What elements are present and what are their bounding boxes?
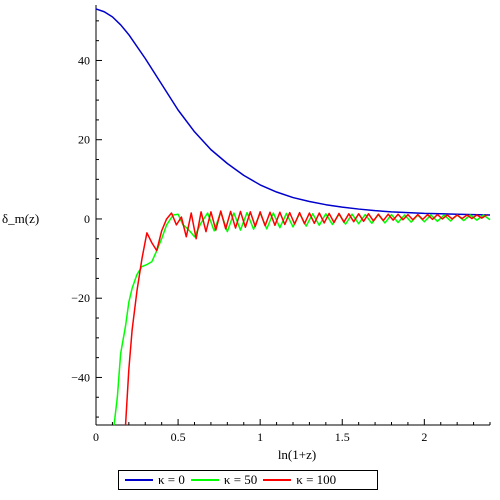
y-tick-label: −40 <box>71 370 90 384</box>
labels-layer: 0 0.5 1 1.5 2 40 20 0 −20 −40 ln(1+z) δ_m(z) <box>2 53 427 462</box>
y-tick-label: 0 <box>84 212 90 226</box>
y-tick-label: −20 <box>71 291 90 305</box>
y-tick-label: 20 <box>78 133 90 147</box>
legend-item-1: κ = 0 <box>125 472 185 488</box>
axes-layer <box>95 5 491 426</box>
x-tick-label: 1 <box>257 430 263 444</box>
legend-swatch <box>263 479 292 481</box>
series-layer <box>95 8 491 426</box>
legend-label: κ = 50 <box>223 472 258 487</box>
legend-swatch <box>125 479 153 481</box>
series-line-3 <box>124 210 488 426</box>
x-tick-label: 2 <box>421 430 427 444</box>
legend-item-2: κ = 50 <box>190 472 258 488</box>
y-tick-label: 40 <box>78 53 90 67</box>
legend-label: κ = 100 <box>296 472 337 487</box>
series-line-2 <box>113 211 491 426</box>
y-axis-title: δ_m(z) <box>2 211 39 226</box>
legend-item-3: κ = 100 <box>263 472 336 488</box>
x-tick-label: 1.5 <box>335 430 350 444</box>
series-line-1 <box>95 8 491 216</box>
x-tick-label: 0.5 <box>171 430 186 444</box>
x-axis-title: ln(1+z) <box>278 447 316 462</box>
legend: κ = 0 κ = 50 κ = 100 <box>118 470 378 490</box>
x-tick-label: 0 <box>93 430 99 444</box>
legend-label: κ = 0 <box>158 472 185 487</box>
legend-swatch <box>190 479 219 481</box>
